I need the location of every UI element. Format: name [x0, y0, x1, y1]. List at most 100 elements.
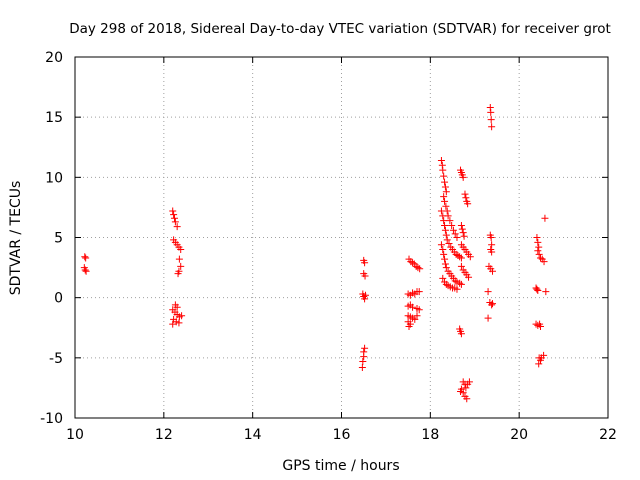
data-point — [170, 211, 178, 219]
y-tick-label: 5 — [54, 231, 63, 247]
data-point — [441, 260, 449, 268]
data-point — [459, 229, 467, 237]
data-point — [484, 288, 492, 296]
data-point — [415, 306, 423, 314]
data-point — [81, 266, 89, 274]
data-point — [437, 241, 445, 249]
data-point — [489, 267, 497, 275]
data-point — [462, 384, 470, 392]
data-point — [407, 258, 415, 266]
data-point — [451, 230, 459, 238]
data-point — [542, 288, 550, 296]
data-point — [534, 247, 542, 255]
data-point — [442, 231, 450, 239]
data-point — [535, 360, 543, 368]
data-point — [451, 277, 459, 285]
data-point — [535, 243, 543, 251]
data-point — [414, 264, 422, 272]
data-point — [439, 166, 447, 174]
data-point — [437, 207, 445, 215]
data-point — [488, 248, 496, 256]
data-point — [448, 221, 456, 229]
data-point — [460, 232, 468, 240]
y-tick-labels: -10 -5 0 5 10 15 20 — [40, 50, 63, 427]
data-point — [464, 200, 472, 208]
y-tick-label: -5 — [49, 351, 63, 367]
data-points — [80, 104, 550, 403]
axis-ticks — [74, 56, 609, 419]
data-point — [411, 315, 419, 323]
x-tick-label: 20 — [510, 427, 528, 443]
data-point — [457, 254, 465, 262]
data-point — [458, 225, 466, 233]
data-point — [445, 240, 453, 248]
y-tick-label: 15 — [45, 110, 63, 126]
data-point — [533, 234, 541, 241]
data-point — [442, 280, 450, 288]
data-point — [441, 178, 449, 186]
x-axis-label: GPS time / hours — [282, 458, 399, 474]
data-point — [361, 291, 369, 299]
data-point — [361, 259, 369, 267]
y-tick-label: 20 — [45, 50, 63, 66]
data-point — [465, 273, 473, 281]
data-point — [360, 353, 368, 361]
data-point — [457, 280, 465, 288]
data-point — [442, 202, 450, 210]
data-point — [487, 108, 495, 116]
data-point — [439, 212, 447, 220]
data-point — [361, 344, 369, 352]
data-point — [489, 300, 497, 308]
data-point — [453, 234, 461, 241]
data-point — [466, 253, 474, 261]
data-point — [446, 217, 454, 225]
data-point — [82, 267, 90, 275]
data-point — [440, 217, 448, 225]
data-point — [361, 295, 369, 303]
data-point — [457, 262, 465, 270]
data-point — [534, 238, 542, 246]
data-point — [441, 226, 449, 234]
data-point — [175, 319, 183, 327]
data-point — [81, 253, 89, 261]
data-point — [540, 351, 548, 359]
data-point — [169, 320, 177, 328]
data-point — [463, 395, 471, 403]
data-point — [409, 303, 417, 311]
data-point — [465, 378, 473, 386]
data-point — [535, 250, 543, 258]
data-point — [488, 301, 496, 309]
x-tick-label: 12 — [155, 427, 173, 443]
data-point — [440, 250, 448, 258]
data-point — [439, 246, 447, 254]
data-point — [170, 214, 178, 222]
data-point — [533, 285, 541, 293]
data-point — [484, 314, 492, 322]
y-axis-label: SDTVAR / TECUs — [8, 181, 24, 296]
data-point — [416, 265, 424, 273]
data-point — [441, 255, 449, 263]
x-tick-label: 10 — [66, 427, 84, 443]
data-point — [536, 254, 544, 262]
data-point — [440, 172, 448, 180]
data-point — [177, 262, 185, 270]
data-point — [443, 236, 451, 244]
data-point — [457, 330, 465, 338]
data-point — [177, 246, 185, 254]
y-tick-label: 10 — [45, 170, 63, 186]
data-point — [175, 255, 183, 263]
x-tick-label: 14 — [244, 427, 262, 443]
data-point — [405, 323, 413, 331]
data-point — [441, 221, 449, 229]
data-point — [452, 250, 460, 258]
data-point — [462, 194, 470, 202]
data-point — [488, 123, 496, 131]
data-point — [454, 252, 462, 260]
data-point — [440, 193, 448, 201]
data-point — [178, 312, 186, 320]
data-point — [171, 218, 179, 226]
data-point — [453, 285, 461, 293]
data-point — [459, 173, 467, 181]
data-point — [441, 183, 449, 191]
